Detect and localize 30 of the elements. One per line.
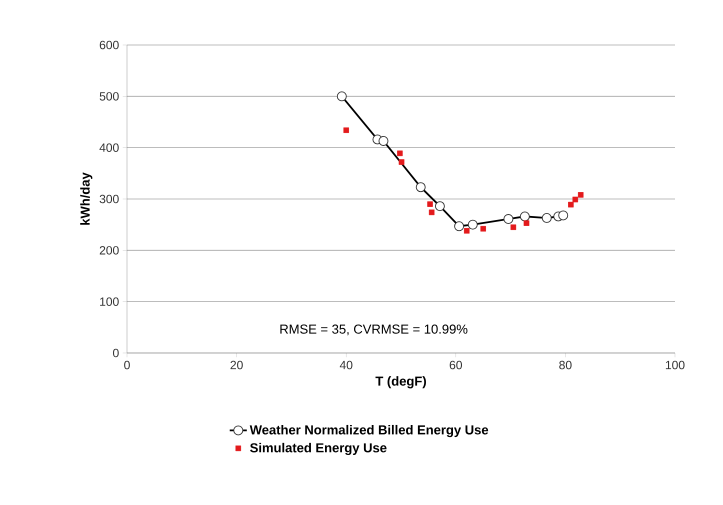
x-tick-label: 60 <box>450 360 462 370</box>
point <box>464 228 470 234</box>
annotation: RMSE = 35, CVRMSE = 10.99% <box>280 324 468 336</box>
y-tick-label: 600 <box>100 40 119 50</box>
x-tick-label: 0 <box>124 360 130 370</box>
x-tick-label: 40 <box>340 360 352 370</box>
y-tick-label: 200 <box>100 246 119 255</box>
legend-label: Simulated Energy Use <box>250 442 387 456</box>
y-tick-label: 400 <box>99 143 119 152</box>
point <box>568 202 574 208</box>
x-axis-title: T (degF) <box>376 376 426 388</box>
point <box>343 127 350 134</box>
point <box>398 159 404 165</box>
point <box>524 220 530 226</box>
x-tick-label: 20 <box>230 360 243 370</box>
y-axis-title: kWh/day <box>80 172 92 225</box>
point <box>427 201 433 207</box>
x-tick-label: 80 <box>559 360 572 370</box>
point <box>428 210 434 216</box>
y-tick-label: 100 <box>100 297 119 306</box>
legend-label: Weather Normalized Billed Energy Use <box>250 424 488 438</box>
point <box>572 196 578 202</box>
y-tick-label: 300 <box>100 194 119 204</box>
point <box>397 150 403 156</box>
x-tick-label: 100 <box>666 360 685 370</box>
point <box>480 226 486 232</box>
point <box>578 192 584 198</box>
point <box>510 224 516 230</box>
y-tick-label: 0 <box>113 348 119 358</box>
y-tick-label: 500 <box>100 92 119 101</box>
